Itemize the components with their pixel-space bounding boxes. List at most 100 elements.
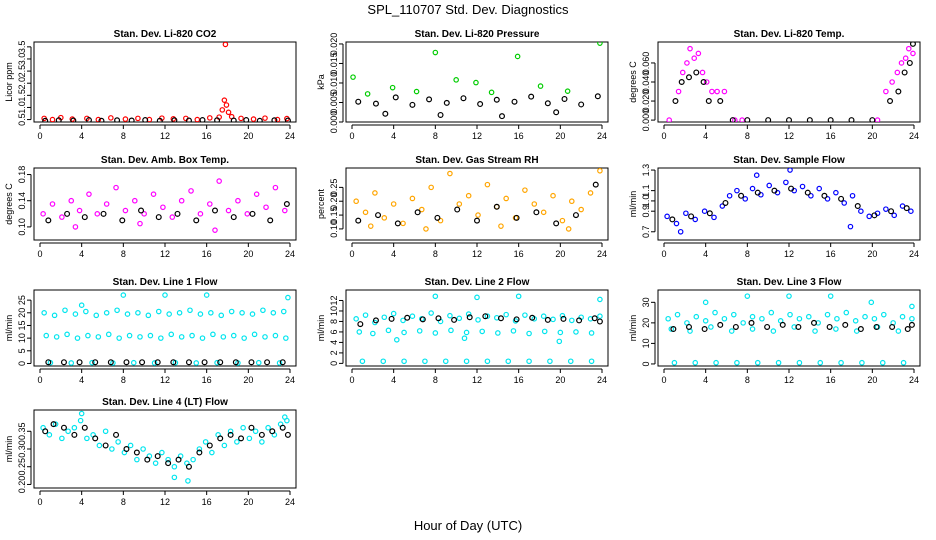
- data-point: [666, 117, 673, 122]
- mean-data-point: [482, 313, 489, 320]
- data-point: [223, 102, 230, 108]
- mean-data-point: [842, 321, 849, 328]
- mean-data-point: [744, 117, 751, 122]
- data-point: [838, 359, 844, 366]
- x-tick-label: 12: [784, 249, 794, 259]
- mean-data-point: [560, 315, 567, 322]
- data-point: [68, 360, 75, 366]
- data-point: [824, 311, 831, 318]
- data-point: [858, 208, 864, 215]
- y-tick-label: 0.020: [329, 33, 339, 56]
- data-point: [46, 432, 53, 438]
- data-point: [281, 414, 288, 420]
- points-layer: [665, 293, 915, 366]
- data-point: [159, 449, 165, 456]
- y-tick-label: 30: [641, 297, 651, 307]
- data-point: [556, 338, 563, 345]
- x-tick-label: 8: [121, 375, 126, 385]
- data-point: [353, 198, 359, 205]
- data-point: [874, 117, 881, 122]
- mean-data-point: [678, 78, 685, 85]
- points-layer: [41, 42, 291, 122]
- data-point: [116, 335, 122, 341]
- data-point: [238, 115, 244, 122]
- mean-data-point: [672, 98, 679, 105]
- mean-data-point: [497, 315, 504, 322]
- mean-data-point: [903, 205, 910, 212]
- points-layer: [40, 410, 291, 484]
- y-tick-label: 0.040: [641, 71, 651, 94]
- data-point: [488, 89, 495, 96]
- plot-frame: [345, 167, 609, 241]
- mean-data-point: [55, 117, 62, 122]
- y-tick-label: 0.010: [329, 72, 339, 95]
- chart-panel: Stan. Dev. Line 3 Flow 0 4 8 12 16 20 24 0 10 20 30…: [628, 277, 921, 385]
- x-tick-label: 0: [661, 249, 666, 259]
- data-point: [665, 315, 671, 322]
- mean-data-point: [45, 217, 52, 224]
- data-point: [843, 309, 850, 316]
- mean-data-point: [685, 74, 692, 81]
- data-point: [786, 293, 792, 299]
- panel-title: Stan. Dev. Line 3 Flow: [737, 277, 842, 288]
- data-point: [234, 439, 240, 445]
- mean-data-point: [765, 117, 772, 122]
- mean-data-point: [392, 94, 399, 101]
- y-tick-label: 5: [17, 348, 27, 353]
- data-point: [222, 42, 229, 48]
- data-point: [255, 359, 262, 366]
- data-point: [422, 358, 428, 365]
- mean-data-point: [155, 214, 162, 221]
- mean-data-point: [701, 326, 708, 333]
- x-tick-label: 12: [160, 497, 170, 507]
- data-point: [413, 88, 420, 95]
- mean-data-point: [60, 424, 67, 431]
- data-point: [522, 312, 528, 318]
- data-point: [145, 312, 152, 319]
- x-tick-label: 12: [160, 249, 170, 259]
- mean-data-point: [806, 117, 813, 122]
- data-point: [721, 88, 728, 95]
- data-point: [390, 201, 397, 207]
- data-point: [64, 331, 70, 338]
- data-point: [827, 293, 834, 299]
- data-point: [158, 335, 164, 341]
- mean-data-point: [669, 216, 676, 223]
- mean-data-point: [592, 181, 599, 188]
- data-point: [833, 189, 839, 196]
- mean-data-point: [748, 319, 755, 326]
- mean-data-point: [451, 316, 458, 323]
- data-point: [817, 359, 824, 366]
- data-point: [150, 191, 157, 197]
- y-axis-label: Licor ppm: [4, 62, 14, 102]
- data-point: [687, 45, 693, 52]
- y-tick-label: 0.005: [329, 91, 339, 114]
- y-tick-label: 1.1: [641, 184, 651, 197]
- data-point: [114, 307, 120, 314]
- x-tick-label: 4: [79, 249, 84, 259]
- data-point: [568, 198, 575, 205]
- mean-data-point: [113, 431, 120, 438]
- data-point: [227, 428, 234, 435]
- y-tick-label: 20: [641, 318, 651, 328]
- data-point: [597, 296, 603, 303]
- data-point: [401, 358, 407, 365]
- data-point: [695, 50, 702, 57]
- mean-data-point: [128, 117, 135, 122]
- mean-data-point: [283, 201, 290, 208]
- data-point: [203, 292, 210, 298]
- data-point: [824, 196, 831, 202]
- data-point: [768, 309, 775, 316]
- data-point: [262, 334, 268, 340]
- panel-title: Stan. Dev. Sample Flow: [733, 155, 845, 166]
- x-tick-label: 20: [243, 375, 253, 385]
- y-tick-label: 0.20: [329, 192, 339, 210]
- data-point: [409, 195, 416, 202]
- y-axis-label: degrees C: [4, 183, 14, 225]
- x-tick-label: 8: [745, 131, 750, 141]
- data-point: [812, 328, 818, 334]
- x-tick-label: 16: [202, 375, 212, 385]
- y-axis-label: ml/min: [628, 191, 638, 218]
- mean-data-point: [553, 220, 560, 227]
- x-tick-label: 12: [784, 131, 794, 141]
